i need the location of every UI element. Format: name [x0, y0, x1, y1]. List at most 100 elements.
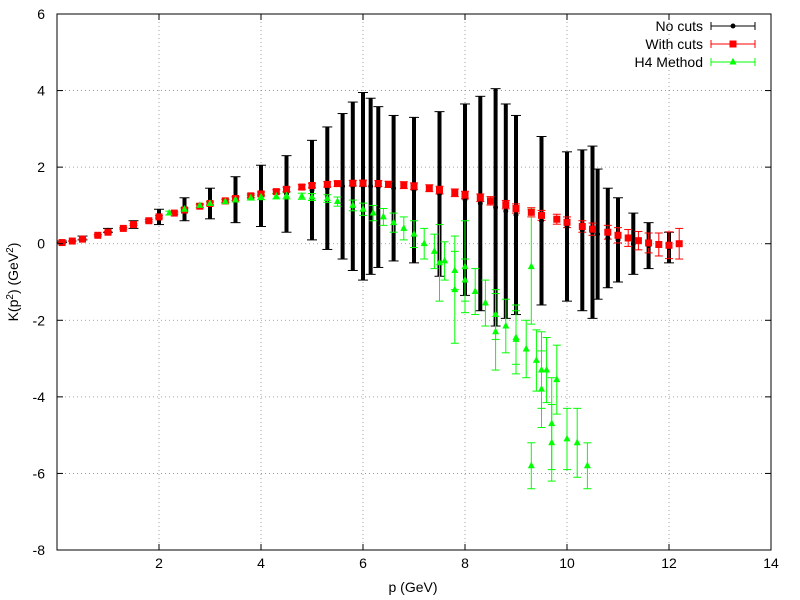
- y-tick-label: -2: [33, 312, 46, 328]
- data-point-h4-method: [441, 256, 449, 264]
- data-point-h4-method: [512, 335, 520, 342]
- data-point-with-cuts: [563, 218, 571, 226]
- data-point-with-cuts: [272, 188, 280, 196]
- data-point-with-cuts: [512, 204, 520, 212]
- data-point-with-cuts: [538, 211, 545, 219]
- data-point-with-cuts: [655, 240, 663, 248]
- data-point-h4-method: [451, 285, 459, 293]
- data-point-h4-method: [165, 208, 173, 216]
- data-point-no-cuts: [539, 218, 544, 224]
- data-point-h4-method: [471, 287, 479, 295]
- y-axis-title-mid: ) (GeV: [5, 252, 21, 294]
- legend-label-h4-method: H4 Method: [635, 54, 703, 70]
- data-point-with-cuts: [400, 181, 408, 189]
- data-point-no-cuts: [477, 201, 483, 206]
- data-point-h4-method: [492, 310, 500, 317]
- data-point-h4-method: [553, 375, 561, 383]
- data-point-with-cuts: [451, 189, 459, 197]
- data-point-with-cuts: [130, 221, 137, 229]
- data-point-h4-method: [323, 194, 331, 201]
- data-point-h4-method: [538, 365, 545, 373]
- data-point-h4-method: [247, 193, 255, 201]
- data-point-with-cuts: [476, 194, 484, 202]
- data-point-h4-method: [400, 224, 408, 231]
- x-axis-title: p (GeV): [388, 579, 437, 595]
- data-point-no-cuts: [503, 208, 509, 214]
- data-point-h4-method: [548, 419, 556, 427]
- data-point-h4-method: [492, 327, 500, 335]
- data-point-with-cuts: [104, 228, 112, 236]
- data-point-with-cuts: [58, 239, 66, 247]
- data-point-h4-method: [298, 192, 306, 199]
- x-tick-label: 2: [155, 555, 163, 571]
- y-axis-title-sup1: 2: [5, 294, 16, 300]
- data-point-h4-method: [481, 298, 489, 306]
- data-point-with-cuts: [553, 215, 561, 223]
- y-axis-title-suffix: ): [5, 243, 21, 248]
- y-tick-label: 0: [37, 236, 45, 252]
- data-point-no-cuts: [391, 185, 397, 191]
- data-point-with-cuts: [425, 184, 433, 192]
- data-point-no-cuts: [630, 241, 636, 247]
- y-tick-label: 2: [37, 159, 45, 175]
- data-point-with-cuts: [385, 180, 392, 188]
- data-point-h4-method: [451, 266, 459, 273]
- y-tick-label: -8: [33, 542, 46, 558]
- data-point-with-cuts: [68, 237, 76, 245]
- data-point-with-cuts: [665, 241, 673, 249]
- data-point-h4-method: [349, 201, 357, 208]
- data-point-no-cuts: [368, 183, 374, 189]
- y-tick-labels: -8 -6 -4 -2 0 2 4 6: [33, 6, 46, 558]
- legend-swatch-h4-method: [710, 57, 756, 66]
- data-point-no-cuts: [513, 212, 519, 218]
- data-point-no-cuts: [340, 183, 346, 189]
- data-point-with-cuts: [170, 209, 178, 217]
- y-tick-label: 6: [37, 6, 45, 22]
- data-point-no-cuts: [595, 231, 601, 237]
- y-tick-label: -6: [33, 465, 46, 481]
- data-point-with-cuts: [155, 213, 163, 221]
- legend-swatch-with-cuts: [710, 40, 756, 48]
- data-point-h4-method: [308, 192, 316, 200]
- legend-label-with-cuts: With cuts: [645, 36, 703, 52]
- data-point-h4-method: [379, 212, 387, 220]
- data-point-with-cuts: [145, 217, 153, 225]
- data-point-with-cuts: [308, 182, 316, 190]
- data-point-with-cuts: [119, 224, 127, 232]
- data-point-with-cuts: [461, 191, 469, 199]
- data-point-h4-method: [543, 365, 551, 373]
- x-tick-label: 14: [763, 555, 779, 571]
- data-point-with-cuts: [614, 231, 622, 239]
- data-point-no-cuts: [493, 204, 499, 210]
- data-point-h4-method: [206, 199, 214, 206]
- legend: No cuts With cuts H4 Method: [635, 18, 756, 70]
- x-tick-label: 4: [257, 555, 265, 571]
- data-point-h4-method: [527, 461, 535, 469]
- plot-frame: [56, 13, 772, 551]
- data-point-h4-method: [430, 247, 438, 254]
- data-point-with-cuts: [527, 208, 535, 216]
- data-point-with-cuts: [436, 186, 443, 194]
- y-axis-title-prefix: K(p: [5, 299, 21, 321]
- axis-ticks: [57, 13, 772, 551]
- y-axis-title-sup2: 2: [5, 247, 16, 253]
- x-tick-label: 6: [359, 555, 367, 571]
- data-point-h4-method: [410, 229, 418, 237]
- data-point-with-cuts: [410, 182, 418, 190]
- data-point-h4-method: [196, 201, 204, 208]
- points-h4-method: [165, 191, 591, 469]
- data-point-h4-method: [461, 262, 469, 270]
- data-point-h4-method: [502, 321, 510, 329]
- data-point-h4-method: [283, 191, 290, 199]
- legend-label-no-cuts: No cuts: [656, 18, 703, 34]
- data-point-with-cuts: [502, 201, 510, 209]
- legend-marker: [730, 23, 736, 29]
- x-tick-label: 8: [461, 555, 469, 571]
- data-point-h4-method: [436, 258, 443, 266]
- data-points: [58, 179, 683, 469]
- data-point-with-cuts: [349, 179, 357, 187]
- data-point-h4-method: [461, 275, 469, 283]
- data-point-h4-method: [390, 218, 398, 226]
